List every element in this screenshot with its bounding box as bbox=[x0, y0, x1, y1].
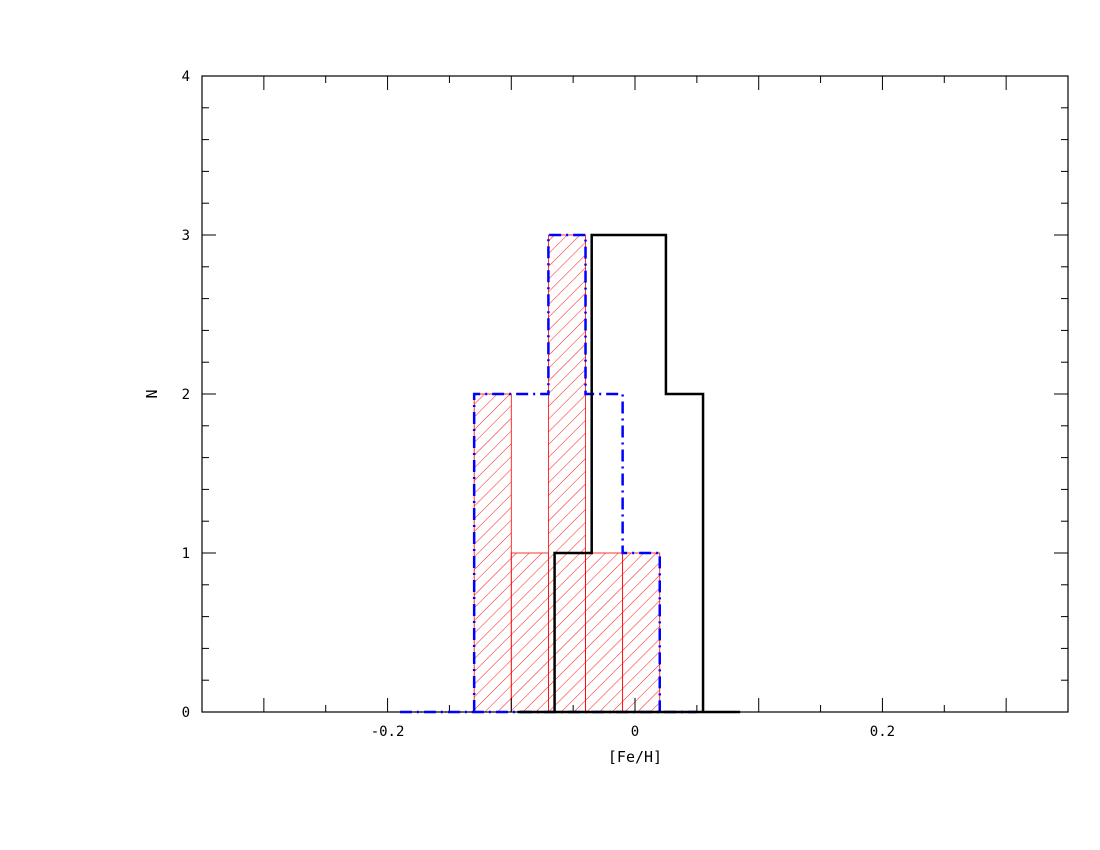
series-layer bbox=[399, 233, 741, 714]
x-tick-label: 0.2 bbox=[870, 724, 895, 740]
y-tick-label: 2 bbox=[182, 387, 190, 403]
y-tick-label: 1 bbox=[182, 546, 190, 562]
y-tick-label: 3 bbox=[182, 228, 190, 244]
x-tick-label: -0.2 bbox=[371, 724, 405, 740]
y-axis-title: N bbox=[143, 389, 161, 398]
y-tick-label: 4 bbox=[182, 69, 190, 85]
blue-dash-dot-histogram bbox=[472, 233, 661, 712]
hatched-bar-1 bbox=[473, 393, 512, 713]
hatched-bar-2 bbox=[510, 552, 549, 713]
hatched-histogram-layer bbox=[399, 234, 697, 713]
y-tick-label: 0 bbox=[182, 705, 190, 721]
black-solid-histogram bbox=[553, 233, 705, 712]
hatched-bar-4 bbox=[585, 552, 624, 713]
x-axis-title: [Fe/H] bbox=[608, 748, 662, 766]
x-tick-label: 0 bbox=[631, 724, 639, 740]
hatched-bar-5 bbox=[622, 552, 661, 713]
tick-labels-layer: -0.2 0 0.2 0 1 2 3 4 bbox=[182, 69, 896, 740]
